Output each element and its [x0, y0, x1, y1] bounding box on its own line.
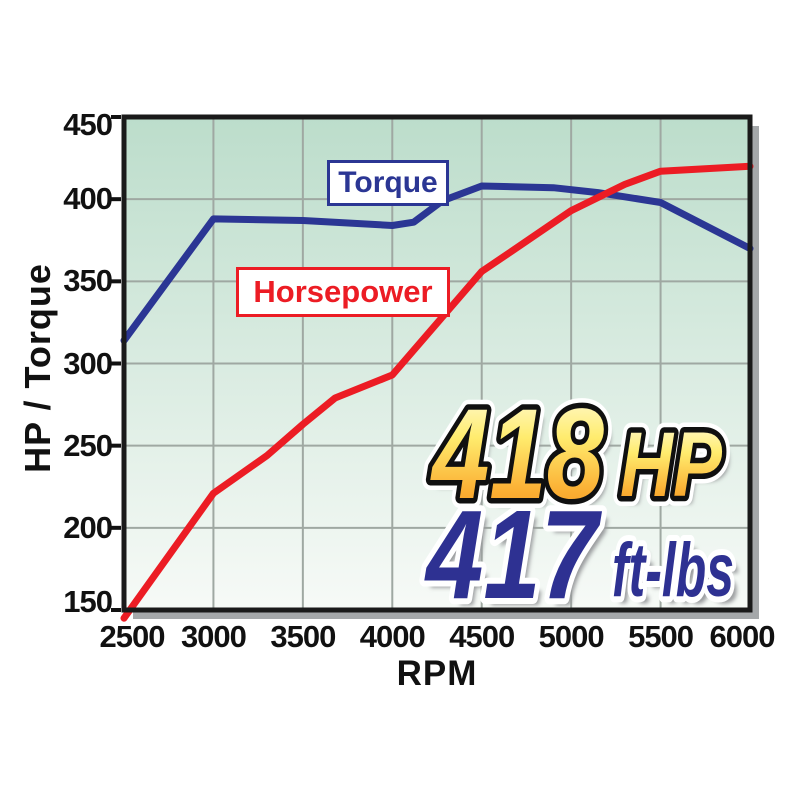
peak-torque-value: 417	[424, 484, 602, 625]
peak-hp-unit-outline: HP	[620, 414, 723, 516]
horsepower-curve	[120, 162, 754, 622]
peak-hp-unit-halo: HP	[620, 414, 723, 516]
plot-border	[121, 114, 753, 613]
x-tick-label: 3500	[270, 619, 336, 654]
y-tick-label: 250	[63, 427, 113, 463]
x-tick-label: 4500	[449, 619, 515, 654]
peak-hp-value-outline: 418	[430, 383, 604, 526]
x-tick-label: 3000	[180, 619, 247, 654]
y-tick-label: 300	[63, 345, 113, 381]
x-axis-title: RPM	[396, 654, 478, 693]
peak-hp-unit: HP	[620, 414, 723, 516]
y-tick-label: 350	[63, 263, 113, 299]
horsepower-series-label: Horsepower	[253, 274, 433, 309]
y-tick-label: 200	[63, 509, 113, 545]
y-tick-label: 150	[63, 584, 113, 619]
y-tick-label: 400	[63, 181, 113, 217]
peak-hp-value-shadow: 418	[437, 391, 611, 534]
x-tick-label: 2500	[99, 619, 166, 654]
peak-torque-unit: ft-lbs	[612, 528, 734, 613]
torque-series-label: Torque	[338, 166, 438, 199]
peak-hp-callout: 418 HP 418 HP 418 HP 418 HP	[420, 373, 733, 536]
peak-hp-value: 418	[430, 383, 604, 526]
y-tick-label: 450	[63, 107, 113, 142]
torque-series-label-box: Torque	[327, 160, 449, 206]
peak-hp-value-halo: 418	[430, 383, 604, 526]
horsepower-series-label-box: Horsepower	[236, 267, 450, 317]
peak-hp-unit-shadow: HP	[627, 422, 730, 524]
x-tick-label: 6000	[709, 619, 776, 654]
peak-torque-callout: 417 ft-lbs 417 ft-lbs 417 ft-lbs	[418, 478, 740, 632]
peak-torque-value-halo: 417	[424, 484, 602, 625]
x-tick-label: 5500	[628, 619, 694, 654]
x-tick-label: 4000	[359, 619, 426, 654]
peak-torque-value-shadow: 417	[430, 491, 608, 632]
peak-torque-unit-halo: ft-lbs	[612, 528, 734, 613]
x-tick-label: 5000	[538, 619, 605, 654]
peak-torque-unit-shadow: ft-lbs	[618, 535, 740, 620]
